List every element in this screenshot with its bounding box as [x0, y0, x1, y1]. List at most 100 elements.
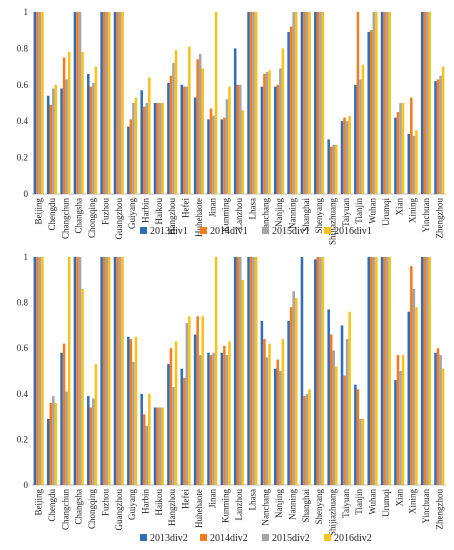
bar-2016div2-fuzhou — [107, 257, 111, 485]
bar-2015div1-hangzhou — [172, 62, 175, 195]
bar-2015div1-huhehaote — [198, 53, 202, 194]
bar-2016div1-nanjing — [281, 48, 285, 195]
x-tick-label: Harbin — [141, 198, 151, 223]
bar-2015div2-xian — [399, 371, 402, 485]
bar-2015div1-zhengzhou — [439, 75, 442, 194]
bar-2013div1-urumqi — [380, 12, 384, 194]
bar-2014div2-chongqing — [89, 407, 93, 485]
bar-2013div1-harbin — [140, 90, 143, 194]
bar-2016div1-hangzhou — [174, 50, 178, 194]
bar-2014div1-huhehaote — [196, 59, 199, 194]
bar-2015div1-chengdu — [52, 88, 55, 194]
x-tick-label: Changchun — [60, 489, 70, 530]
bar-2014div1-nanchang — [263, 73, 266, 194]
bar-2014div2-changchun — [62, 343, 66, 485]
x-tick-label: Jinan — [207, 198, 217, 217]
bar-2016div1-jinan — [214, 12, 218, 194]
bar-2016div1-lanzhou — [241, 110, 245, 194]
bar-2013div2-fuzhou — [100, 257, 103, 485]
bar-2013div2-shanghai — [300, 257, 304, 485]
bar-2016div2-guangzhou — [121, 257, 124, 485]
x-tick-label: Shenyang — [314, 489, 324, 525]
bar-2014div1-wuhan — [370, 30, 373, 195]
bar-2014div2-urumqi — [383, 257, 386, 485]
x-tick-label: Haikou — [154, 489, 164, 516]
legend-swatch — [140, 534, 147, 541]
x-tick-label: Huhehaote — [194, 198, 204, 237]
bar-2016div2-jinan — [214, 257, 218, 485]
bar-2013div1-nanchang — [260, 86, 264, 194]
bar-2014div1-tianjin — [356, 12, 360, 194]
x-tick-label: Nanning — [287, 198, 297, 229]
bar-2016div1-changsha — [81, 52, 84, 194]
bar-2013div1-guangzhou — [113, 12, 117, 194]
bar-2013div2-huhehaote — [193, 334, 197, 485]
bar-2014div1-beijing — [36, 12, 39, 194]
bar-2014div1-chengdu — [49, 104, 53, 194]
x-tick-label: Hangzhou — [167, 489, 177, 526]
bar-2013div2-harbin — [140, 393, 143, 485]
x-tick-label: Beijing — [34, 198, 44, 225]
bar-2016div2-tianjin — [361, 418, 365, 485]
bar-2013div2-beijing — [33, 257, 37, 485]
legend-swatch — [324, 227, 331, 234]
x-tick-label: Yinchuan — [421, 489, 431, 524]
bar-2015div1-xining — [412, 135, 416, 194]
bar-2014div1-lhasa — [249, 12, 253, 194]
bar-2015div1-kunming — [225, 99, 229, 194]
chart-div1: 0 0.2 0.4 0.6 0.8 1 Beijing Chengdu Changchun Cha… — [17, 7, 446, 245]
bar-2013div1-beijing — [33, 12, 37, 194]
bar-2016div1-wuhan — [375, 12, 378, 194]
bar-2014div2-taiyuan — [343, 375, 346, 485]
y-tick-label: 0.2 — [17, 434, 28, 444]
bar-2016div1-xining — [415, 130, 418, 194]
bar-2013div2-taiyuan — [340, 325, 344, 485]
bar-2013div1-haikou — [153, 103, 157, 194]
bar-2015div1-xian — [399, 103, 402, 194]
bar-2016div1-harbin — [148, 77, 151, 194]
x-tick-label: Shanghai — [301, 489, 311, 523]
legend-label: 2013div1 — [150, 226, 188, 237]
x-tick-label: Chengdu — [47, 198, 57, 231]
bar-2013div1-kunming — [220, 119, 224, 194]
x-tick-label: Lanzhou — [234, 198, 244, 230]
x-tick-label: Lhasa — [247, 198, 257, 220]
bar-2015div1-nanning — [292, 12, 295, 194]
bar-2016div1-shijiazhuang — [335, 144, 338, 194]
legend-swatch — [324, 534, 331, 541]
bar-2016div2-changsha — [81, 288, 84, 485]
bar-2015div1-shijiazhuang — [332, 144, 336, 194]
x-tick-label: Shijiazhuang — [327, 489, 337, 536]
legend-label: 2016div2 — [334, 533, 372, 544]
bar-2016div1-changchun — [67, 52, 71, 194]
x-tick-label: Kunming — [221, 489, 231, 524]
x-tick-label: Tianjin — [354, 489, 364, 515]
bar-2014div2-haikou — [156, 407, 159, 485]
bar-2014div1-chongqing — [89, 86, 93, 194]
bar-2013div1-tianjin — [354, 84, 357, 194]
bar-2015div2-lhasa — [252, 257, 255, 485]
bar-2014div1-xian — [396, 112, 400, 194]
bar-2013div1-chengdu — [46, 95, 50, 194]
bar-2016div1-chongqing — [94, 66, 98, 194]
bar-2016div1-xian — [401, 103, 405, 194]
x-tick-label: Guangzhou — [114, 489, 124, 531]
bar-2013div1-lhasa — [247, 12, 250, 194]
bar-2015div1-hefei — [185, 86, 189, 194]
bar-2016div2-lanzhou — [241, 279, 245, 485]
bar-2015div1-urumqi — [385, 12, 389, 194]
bar-2013div2-xining — [407, 311, 411, 485]
bar-2016div2-urumqi — [388, 257, 391, 485]
x-tick-label: Nanjing — [274, 198, 284, 227]
bar-2014div2-shenyang — [316, 257, 320, 485]
bar-2014div2-xian — [396, 355, 400, 485]
bar-2013div2-chengdu — [46, 418, 50, 485]
x-tick-label: Tianjin — [354, 198, 364, 224]
x-tick-label: Chongqing — [87, 489, 97, 530]
bar-2016div1-beijing — [41, 12, 44, 194]
bar-2014div2-nanchang — [263, 339, 266, 485]
bar-2013div2-nanchang — [260, 320, 264, 485]
bar-2016div2-hangzhou — [174, 341, 178, 485]
bar-2014div1-kunming — [223, 117, 226, 194]
bar-2016div1-shanghai — [308, 12, 311, 194]
